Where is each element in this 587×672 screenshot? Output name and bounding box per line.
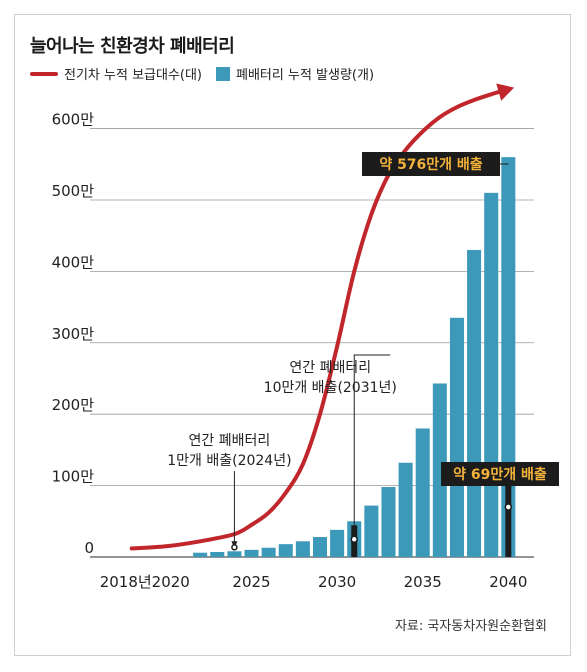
annotation-dot-1 (350, 535, 358, 544)
bar-2027 (278, 544, 293, 557)
annotation-text-1-1: 10만개 배출(2031년) (264, 380, 397, 396)
bar-2022 (193, 552, 208, 557)
curve-arrowhead (496, 83, 515, 101)
annotation-text-0-1: 1만개 배출(2024년) (167, 453, 291, 469)
y-tick-label: 300만 (52, 325, 95, 343)
y-tick-label: 600만 (52, 111, 95, 129)
bar-2040 (501, 157, 516, 557)
x-tick-label: 2020 (152, 573, 190, 591)
bar-2036 (432, 383, 447, 557)
bar-2039 (484, 192, 499, 557)
legend-label-curve: 전기차 누적 보급대수(대) (64, 68, 203, 83)
x-tick-label: 2018년 (100, 573, 152, 591)
source-note: 자료: 국자동차자원순환협회 (394, 619, 547, 634)
x-tick-label: 2025 (232, 573, 270, 591)
bar-2026 (261, 547, 276, 557)
bar-2037 (449, 317, 464, 557)
chart-title: 늘어나는 친환경차 폐배터리 (30, 36, 235, 57)
bar-2028 (295, 541, 310, 557)
bar-2025 (244, 549, 259, 557)
chart-legend: 전기차 누적 보급대수(대) 폐배터리 누적 발생량(개) (30, 64, 374, 83)
annotation-text-0-0: 연간 폐배터리 (189, 433, 271, 449)
y-tick-label: 0 (84, 539, 94, 557)
y-tick-label: 500만 (52, 182, 95, 200)
annotation-leader-1 (353, 354, 391, 532)
bar-2038 (467, 249, 482, 557)
bar-2029 (312, 537, 328, 557)
x-tick-label: 2035 (404, 573, 442, 591)
bar-2035 (415, 428, 430, 557)
legend-label-bars: 폐배터리 누적 발생량(개) (236, 68, 375, 83)
x-tick-label: 2030 (318, 573, 356, 591)
bar-2034 (398, 462, 413, 557)
annotation-dot-2 (504, 503, 513, 511)
legend-bar-swatch (216, 66, 231, 81)
annotation-text-1-0: 연간 폐배터리 (289, 360, 371, 376)
y-tick-label: 200만 (52, 396, 95, 414)
bar-2030 (330, 529, 345, 557)
annotation-box-2 (441, 462, 559, 486)
annotation-label-2: 약 69만개 배출 (453, 466, 547, 483)
annotation-bar-marker-2 (505, 486, 512, 557)
ev-cumulative-curve (129, 87, 511, 551)
x-tick-label: 2040 (489, 573, 527, 591)
bar-2032 (364, 505, 379, 557)
annotation-dot-0 (231, 544, 238, 551)
legend-line-swatch (30, 71, 58, 76)
y-tick-label: 400만 (52, 253, 95, 271)
y-tick-label: 100만 (52, 468, 95, 486)
bar-2033 (381, 487, 396, 557)
annotation-label-3: 약 576만개 배출 (379, 156, 482, 173)
bar-2024 (227, 551, 242, 557)
annotation-box-3 (362, 152, 500, 176)
bar-2023 (210, 552, 225, 557)
